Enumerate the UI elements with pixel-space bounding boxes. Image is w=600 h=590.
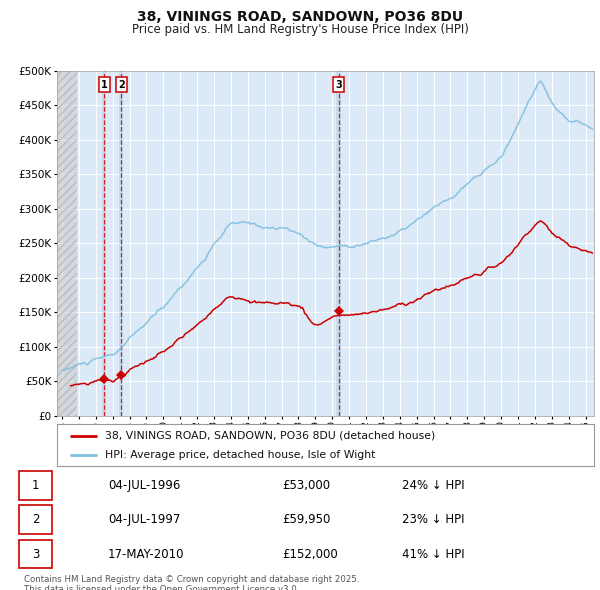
FancyBboxPatch shape: [19, 471, 52, 500]
Text: 04-JUL-1996: 04-JUL-1996: [108, 479, 181, 492]
Text: 04-JUL-1997: 04-JUL-1997: [108, 513, 181, 526]
Text: 1: 1: [32, 479, 40, 492]
FancyBboxPatch shape: [19, 540, 52, 568]
Text: HPI: Average price, detached house, Isle of Wight: HPI: Average price, detached house, Isle…: [106, 451, 376, 460]
Text: 41% ↓ HPI: 41% ↓ HPI: [402, 548, 464, 560]
Text: 24% ↓ HPI: 24% ↓ HPI: [402, 479, 464, 492]
Text: 2: 2: [118, 80, 125, 90]
Text: Price paid vs. HM Land Registry's House Price Index (HPI): Price paid vs. HM Land Registry's House …: [131, 23, 469, 36]
Text: 3: 3: [32, 548, 40, 560]
Text: 23% ↓ HPI: 23% ↓ HPI: [402, 513, 464, 526]
Text: 2: 2: [32, 513, 40, 526]
Text: 38, VININGS ROAD, SANDOWN, PO36 8DU: 38, VININGS ROAD, SANDOWN, PO36 8DU: [137, 10, 463, 24]
Text: 38, VININGS ROAD, SANDOWN, PO36 8DU (detached house): 38, VININGS ROAD, SANDOWN, PO36 8DU (det…: [106, 431, 436, 441]
Text: £59,950: £59,950: [282, 513, 331, 526]
Bar: [337, 71, 341, 416]
Text: 17-MAY-2010: 17-MAY-2010: [108, 548, 185, 560]
Text: 3: 3: [335, 80, 342, 90]
Bar: [102, 71, 106, 416]
Text: 1: 1: [101, 80, 107, 90]
Text: £152,000: £152,000: [282, 548, 338, 560]
FancyBboxPatch shape: [19, 506, 52, 534]
Bar: [57, 71, 77, 416]
Bar: [119, 71, 123, 416]
Text: Contains HM Land Registry data © Crown copyright and database right 2025.
This d: Contains HM Land Registry data © Crown c…: [24, 575, 359, 590]
Text: £53,000: £53,000: [282, 479, 330, 492]
